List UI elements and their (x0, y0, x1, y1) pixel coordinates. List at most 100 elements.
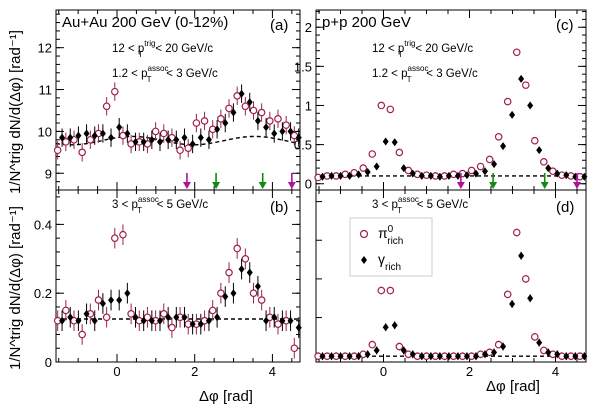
window-arrow-head (540, 182, 549, 189)
gamma-point (116, 296, 123, 305)
y-tick-label: 0.4 (34, 217, 52, 232)
gamma-point (482, 350, 489, 359)
pi0-point (102, 102, 111, 111)
pi0-point (249, 106, 258, 115)
gamma-point (337, 171, 344, 180)
gamma-point (463, 171, 470, 180)
pi0-point (257, 108, 266, 117)
panel-tag: (b) (270, 199, 288, 216)
gamma-point (91, 131, 98, 140)
gamma-point (500, 142, 507, 151)
gamma-point (373, 346, 380, 355)
gamma-point (295, 323, 302, 332)
panel-b: 0 2 4 0 0.2 0.4 (b) 3 < passoc T < 5 GeV/c (34, 189, 302, 379)
gamma-point (427, 171, 434, 180)
pi0-point (249, 289, 258, 298)
gamma-point (518, 74, 525, 83)
pi0-point (119, 230, 127, 239)
pi0-point (274, 115, 282, 123)
gamma-point (75, 131, 82, 140)
gamma-point (545, 348, 552, 357)
gamma-point (355, 170, 362, 179)
gamma-point (189, 139, 196, 148)
gamma-point (364, 350, 371, 359)
pi0-point (395, 148, 404, 157)
x-tick-label: 0 (380, 364, 387, 379)
gamma-point (59, 316, 66, 325)
pi0-point (274, 320, 282, 328)
gamma-point (581, 352, 588, 361)
gamma-point (140, 137, 147, 146)
cut-label-assoc: 3 < passoc T < 5 GeV/c (372, 195, 468, 215)
gamma-point (197, 320, 204, 329)
pi0-point (266, 117, 274, 125)
pi0-point (168, 323, 176, 332)
gamma-point (99, 299, 106, 308)
gamma-point (271, 313, 278, 322)
pi0-point (225, 104, 233, 113)
legend-pi0-marker (359, 229, 369, 239)
x-axis-label-left: Δφ [rad] (199, 388, 253, 405)
gamma-point (445, 352, 452, 361)
pi0-point (257, 296, 266, 304)
gamma-point (124, 129, 131, 138)
gamma-point (132, 313, 139, 322)
gamma-point (328, 171, 335, 180)
gamma-point (391, 321, 398, 330)
gamma-point (99, 129, 106, 138)
gamma-point (409, 169, 416, 178)
y-tick-label: 2 (305, 20, 312, 35)
pi0-point (404, 166, 413, 175)
gamma-point (83, 309, 90, 318)
y-tick-label: 0.5 (294, 138, 312, 153)
x-tick-label: 4 (552, 364, 559, 379)
gamma-point (222, 119, 229, 128)
gamma-point (287, 127, 294, 136)
pi0-point (521, 275, 530, 283)
gamma-point (197, 133, 204, 142)
y-tick-label: 1 (305, 98, 312, 113)
gamma-point (427, 352, 434, 361)
pi0-point (503, 290, 512, 299)
panel-c: 0 0.5 1 1.5 2 p+p 200 GeV (c) 12 < ptrig T < 20 … (294, 9, 588, 192)
pi0-point (512, 48, 521, 57)
cut-label-assoc: 1.2 < passoc T < 3 GeV/c (112, 64, 218, 84)
gamma-point (173, 313, 180, 322)
pi0-point (94, 296, 103, 304)
gamma-point (238, 265, 245, 274)
gamma-point (279, 316, 286, 325)
gamma-point (346, 352, 353, 361)
cut-label-trig: 12 < ptrig T < 20 GeV/c (112, 39, 213, 59)
gamma-point (355, 352, 362, 361)
gamma-point (328, 352, 335, 361)
gamma-point (230, 108, 237, 117)
gamma-point (140, 316, 147, 325)
gamma-point (124, 289, 131, 298)
plot-frame (55, 189, 301, 363)
panel-tag: (a) (270, 17, 288, 34)
pi0-point (521, 81, 530, 89)
pi0-point (159, 310, 168, 318)
pi0-point (241, 102, 250, 111)
gamma-point (554, 169, 561, 178)
gamma-point (246, 268, 253, 277)
gamma-point (75, 316, 82, 325)
pi0-point (377, 286, 386, 295)
gamma-point (400, 346, 407, 355)
gamma-point (454, 171, 461, 180)
y-tick-label: 9 (45, 166, 52, 181)
gamma-point (132, 137, 139, 146)
gamma-point (554, 350, 561, 359)
gamma-point (382, 323, 389, 332)
gamma-point (445, 171, 452, 180)
gamma-point (295, 133, 302, 142)
gamma-point (271, 129, 278, 138)
gamma-point (418, 171, 425, 180)
gamma-point (536, 146, 543, 155)
plot-frame (315, 189, 587, 363)
gamma-point (527, 294, 534, 303)
pi0-point (241, 254, 250, 263)
pi0-point (530, 136, 539, 145)
pi0-point (217, 115, 225, 123)
pi0-point (386, 286, 395, 295)
